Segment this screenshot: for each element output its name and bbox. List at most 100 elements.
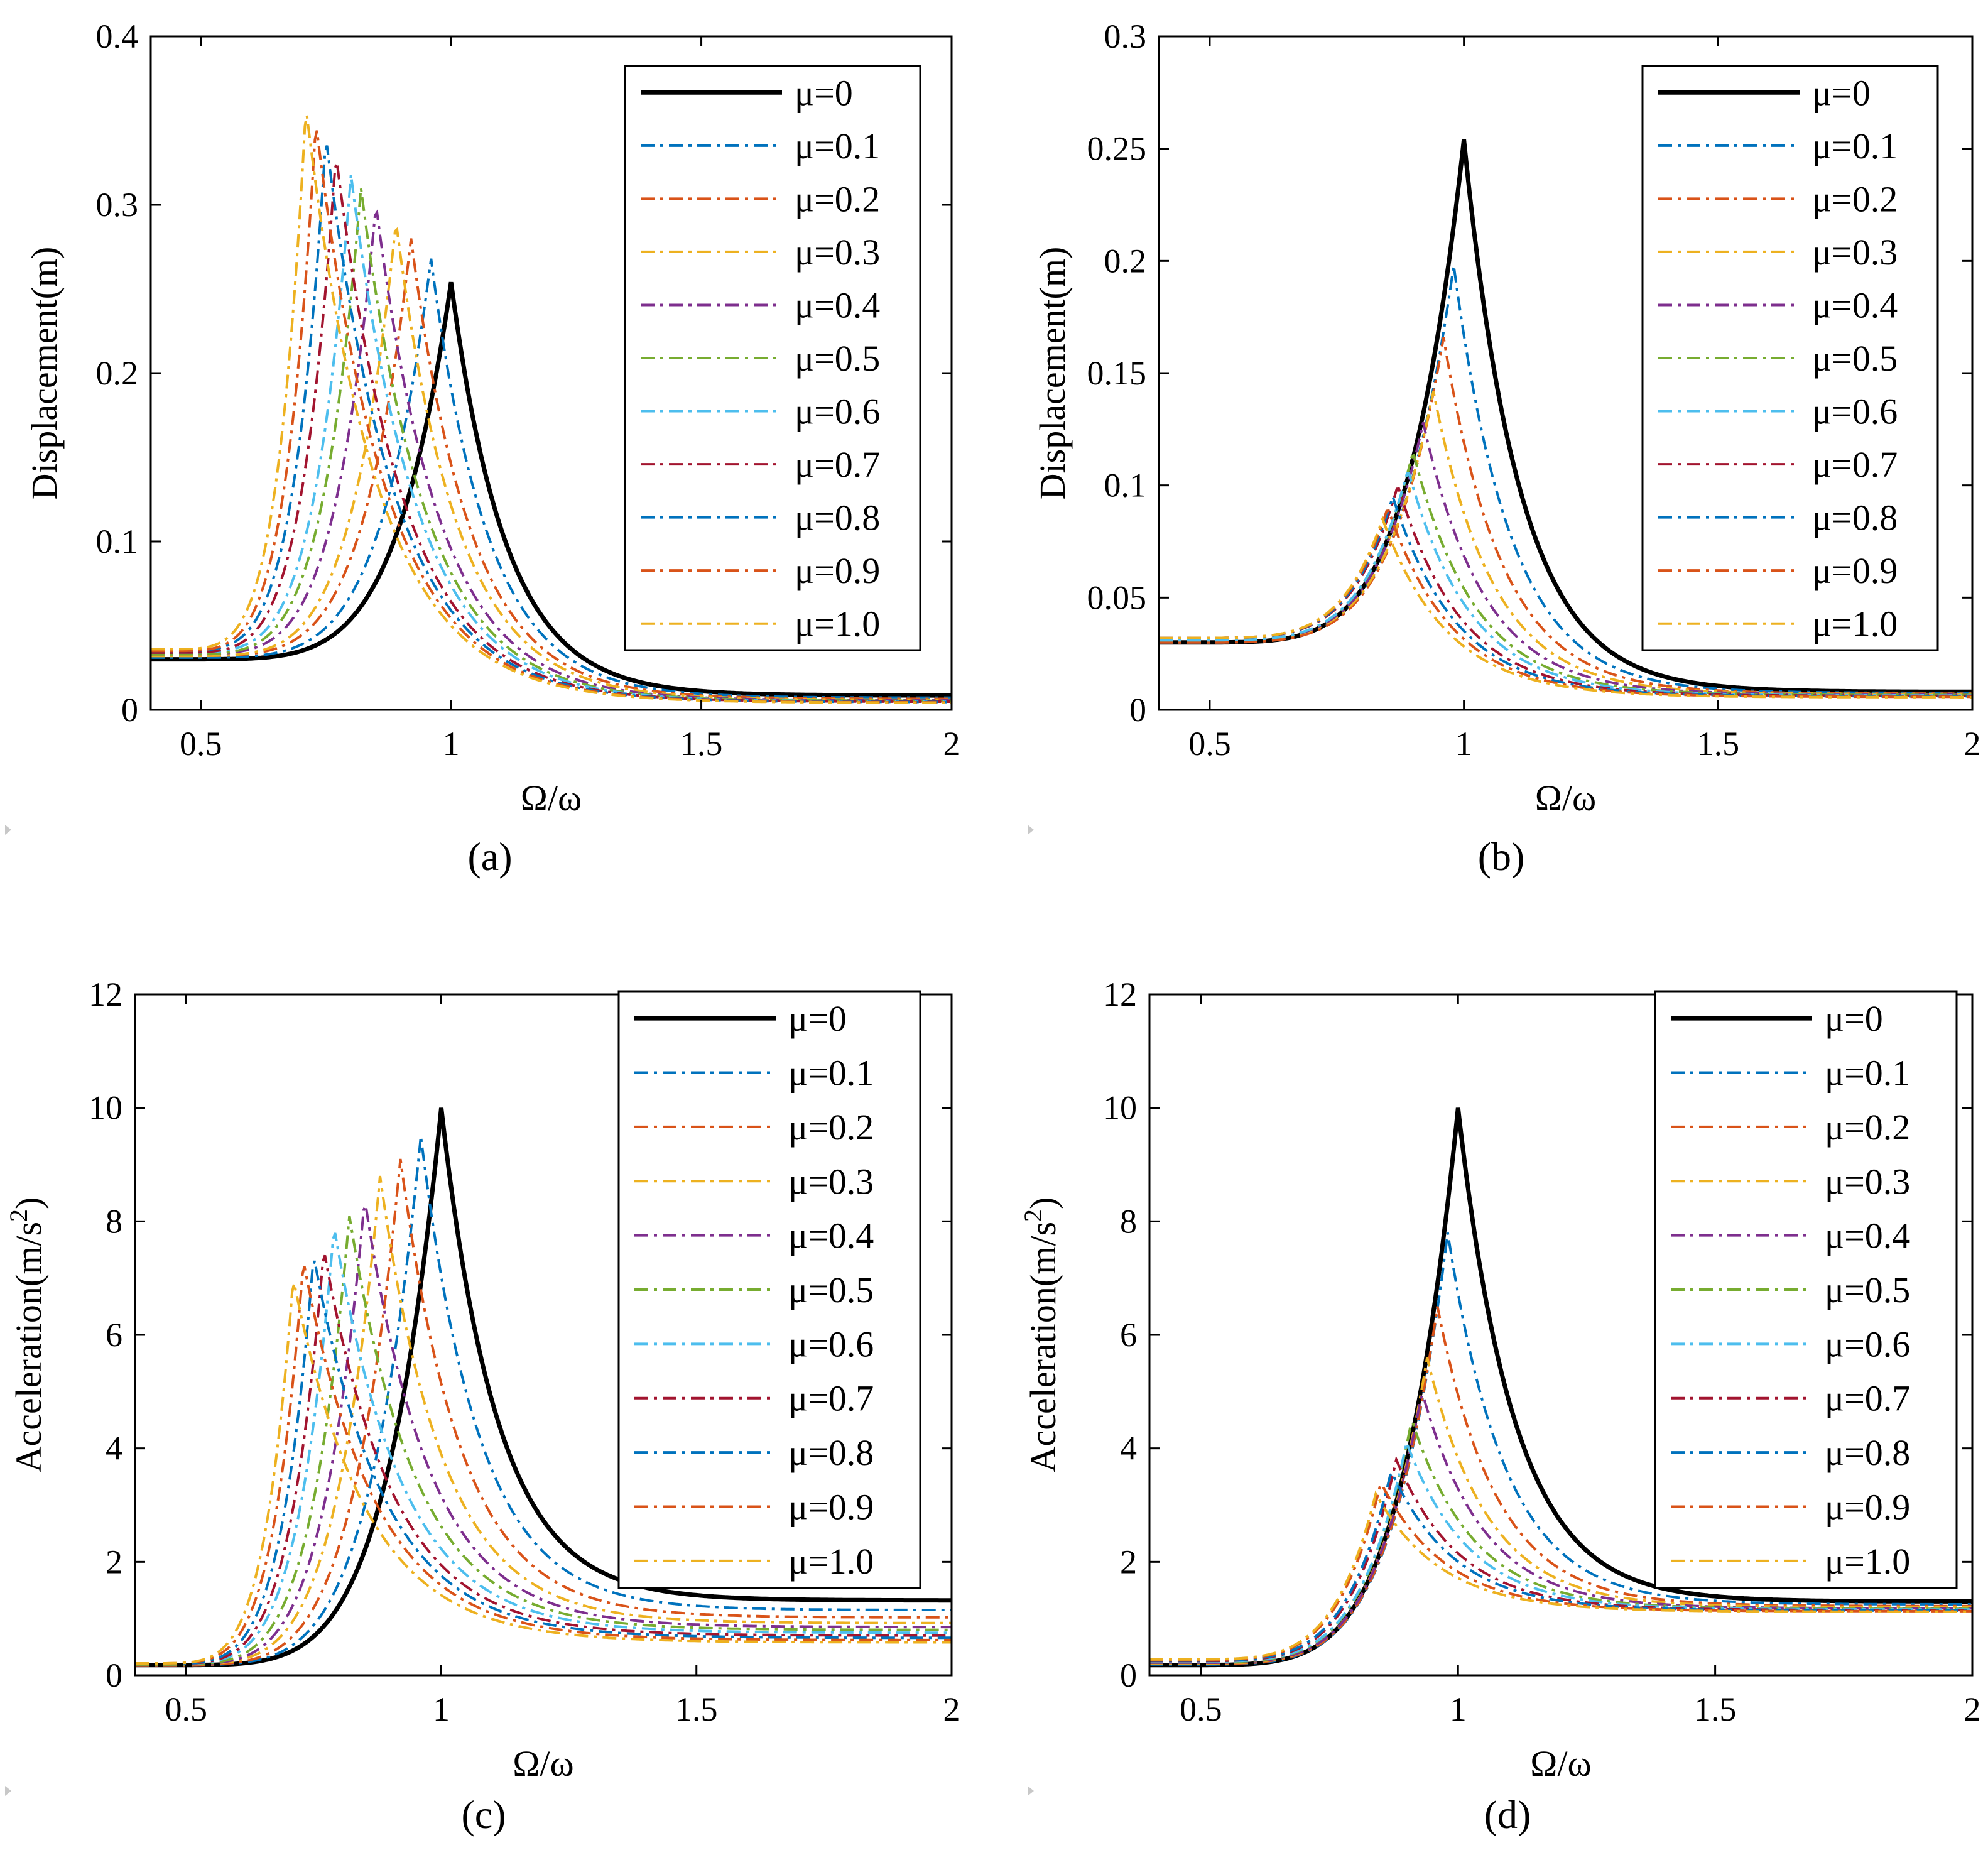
panel-caption: (a): [467, 834, 512, 879]
legend-label: μ=0.5: [1825, 1270, 1910, 1310]
x-tick-label: 1.5: [1697, 725, 1740, 763]
series-group: [135, 1107, 952, 1668]
x-tick-label: 2: [1964, 725, 1981, 763]
legend-label: μ=0.5: [1812, 338, 1898, 379]
legend-label: μ=0.6: [795, 391, 880, 432]
x-tick-label: 1: [1450, 1690, 1467, 1728]
x-axis-label: Ω/ω: [521, 778, 582, 819]
x-tick-label: 1: [443, 725, 460, 763]
legend-label: μ=0.5: [788, 1270, 874, 1310]
y-tick-label: 2: [1120, 1543, 1137, 1580]
x-tick-label: 1.5: [1694, 1690, 1737, 1728]
y-tick-label: 8: [106, 1202, 122, 1240]
y-tick-label: 0.15: [1087, 354, 1147, 392]
legend-label: μ=0.9: [1825, 1486, 1910, 1527]
legend-label: μ=1.0: [795, 604, 880, 644]
legend-label: μ=0.1: [795, 126, 880, 166]
legend-label: μ=0.9: [1812, 550, 1898, 591]
panel-d: 0.5 1 1.5 2024681012Ω/ωAcceleration(m/s2)(d…: [1019, 976, 1981, 1837]
y-tick-label: 0.2: [96, 354, 139, 392]
series-line: [135, 1158, 952, 1667]
x-tick-label: 2: [943, 1690, 960, 1728]
legend: μ=0 μ=0.1 μ=0.2 μ=0.3 μ=0.4 μ=0.5 μ=0.6 μ=0.7 μ=…: [617, 990, 921, 1589]
y-tick-label: 10: [89, 1089, 122, 1127]
series-line: [1149, 1490, 1972, 1661]
corner-mark: [5, 825, 11, 835]
legend-label: μ=0.7: [1812, 444, 1898, 485]
series-line: [135, 1175, 952, 1666]
caption-text: (d): [1484, 1792, 1531, 1837]
series-line: [1149, 1357, 1972, 1665]
legend-label: μ=0.8: [788, 1432, 874, 1473]
y-axis-label-main: Acceleration(m/s: [1023, 1222, 1063, 1472]
legend-label: μ=1.0: [788, 1541, 874, 1582]
series-group: [151, 115, 952, 704]
y-tick-label: 2: [106, 1543, 122, 1580]
x-tick-label: 0.5: [1188, 725, 1231, 763]
corner-mark: [5, 1786, 11, 1796]
legend-label: μ=0.5: [795, 338, 880, 379]
legend-label: μ=0.4: [1812, 285, 1898, 325]
legend-label: μ=0.8: [1812, 498, 1898, 538]
series-line: [135, 1215, 952, 1666]
y-tick-label: 0.05: [1087, 579, 1147, 616]
y-tick-label: 0: [121, 691, 138, 729]
series-line: [135, 1107, 952, 1668]
x-axis-label: Ω/ω: [1530, 1743, 1591, 1784]
legend-label: μ=0.3: [788, 1161, 874, 1202]
legend-label: μ=0.7: [795, 444, 880, 485]
legend-label: μ=0.2: [788, 1107, 874, 1148]
x-tick-label: 1.5: [680, 725, 723, 763]
legend-label: μ=0: [795, 72, 853, 113]
caption-text: (c): [461, 1792, 506, 1837]
y-tick-label: 12: [89, 976, 122, 1013]
legend-label: μ=0.4: [788, 1216, 874, 1256]
x-tick-label: 0.5: [165, 1690, 208, 1728]
x-tick-label: 2: [943, 725, 960, 763]
y-tick-label: 4: [106, 1430, 122, 1467]
panel-c: 0.5 1 1.5 2024681012Ω/ωAcceleration(m/s2)(c…: [4, 976, 960, 1837]
series-line: [1149, 1107, 1972, 1668]
legend-label: μ=0.6: [1825, 1324, 1910, 1364]
legend: μ=0 μ=0.1 μ=0.2 μ=0.3 μ=0.4 μ=0.5 μ=0.6 μ=0.7 μ=…: [1641, 65, 1939, 651]
x-tick-label: 1: [433, 1690, 450, 1728]
y-tick-label: 6: [106, 1316, 122, 1354]
panel-b: 0.5 1 1.5 2 0 0.05 0.1 0.15 0.2 0.25 0.3 Ω/ω Displac…: [1032, 18, 1981, 879]
corner-mark: [1028, 825, 1034, 835]
y-axis-label-sup: 2: [4, 1209, 33, 1222]
legend-label: μ=0.8: [1825, 1432, 1910, 1473]
series-line: [135, 1136, 952, 1667]
y-axis-label: Displacement(m): [24, 247, 65, 500]
legend-label: μ=0: [1825, 998, 1883, 1039]
legend-label: μ=0.9: [795, 550, 880, 591]
y-axis-label: Displacement(m): [1032, 247, 1073, 500]
panel-caption: (b): [1478, 834, 1525, 879]
y-tick-label: 0: [106, 1656, 122, 1694]
caption-text: (b): [1478, 834, 1525, 879]
caption-text: (a): [467, 834, 512, 879]
y-axis-label: Acceleration(m/s2): [1019, 1197, 1063, 1473]
legend-label: μ=0: [788, 998, 847, 1039]
legend-label: μ=0.3: [1825, 1161, 1910, 1202]
y-tick-label: 6: [1120, 1316, 1137, 1354]
series-line: [135, 1200, 952, 1666]
y-tick-label: 0.25: [1087, 130, 1147, 168]
legend-label: μ=0.4: [1825, 1216, 1910, 1256]
series-line: [151, 115, 952, 704]
y-axis-label-end: ): [1023, 1197, 1063, 1209]
series-line: [151, 281, 952, 698]
series-line: [151, 258, 952, 699]
y-axis-label-end: ): [8, 1197, 49, 1209]
x-tick-label: 2: [1964, 1690, 1981, 1728]
series-line: [135, 1266, 952, 1665]
legend-label: μ=0.4: [795, 285, 880, 325]
series-group: [1159, 139, 1972, 699]
legend-label: μ=0.6: [1812, 391, 1898, 432]
legend-label: μ=0.6: [788, 1324, 874, 1364]
legend-label: μ=1.0: [1825, 1541, 1910, 1582]
legend-label: μ=1.0: [1812, 604, 1898, 644]
legend-label: μ=0.2: [1825, 1107, 1910, 1148]
series-line: [151, 238, 952, 700]
legend-label: μ=0.2: [795, 178, 880, 219]
series-line: [135, 1260, 952, 1665]
